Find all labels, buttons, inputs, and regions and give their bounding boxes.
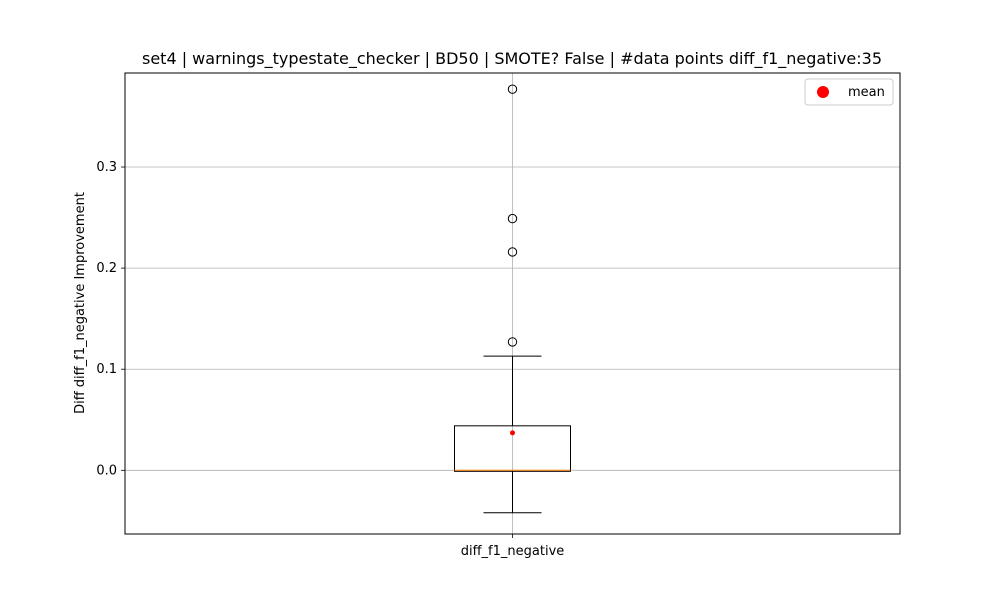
legend-box (804, 78, 894, 106)
mean-marker (510, 430, 515, 436)
y-tick-label: 0.2 (96, 261, 117, 276)
ticks: 0.0 0.1 0.2 0.3 diff_f1_negative (96, 160, 564, 559)
y-tick-label: 0.3 (96, 160, 117, 175)
plot-frame (124, 72, 901, 535)
iqr-box (454, 425, 571, 472)
y-tick-label: 0.1 (96, 362, 117, 377)
chart-title: set4 | warnings_typestate_checker | BD50… (142, 49, 882, 69)
x-tick-label: diff_f1_negative (461, 544, 565, 559)
legend-mean-marker (817, 86, 829, 98)
outlier-point (507, 247, 518, 257)
legend: mean (804, 78, 894, 106)
y-tick-label: 0.0 (96, 463, 117, 478)
outlier-point (507, 84, 518, 94)
y-axis-label: Diff diff_f1_negative Improvement (73, 192, 88, 414)
legend-mean-label: mean (848, 85, 885, 100)
outlier-point (507, 213, 518, 224)
outlier-point (507, 337, 518, 347)
boxplot (454, 84, 571, 514)
